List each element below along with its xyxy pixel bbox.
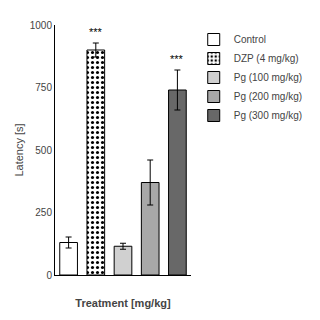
svg-text:1000: 1000 xyxy=(30,20,53,31)
svg-text:Pg (200 mg/kg): Pg (200 mg/kg) xyxy=(234,91,302,102)
svg-text:Latency [s]: Latency [s] xyxy=(13,123,25,176)
svg-text:Treatment [mg/kg]: Treatment [mg/kg] xyxy=(75,297,171,309)
svg-text:250: 250 xyxy=(35,207,52,218)
svg-text:Control: Control xyxy=(234,34,266,45)
svg-text:***: *** xyxy=(89,26,103,38)
svg-text:0: 0 xyxy=(46,270,52,281)
svg-text:750: 750 xyxy=(35,82,52,93)
svg-text:DZP (4 mg/kg): DZP (4 mg/kg) xyxy=(234,53,299,64)
svg-text:***: *** xyxy=(170,53,184,65)
svg-text:Pg (100 mg/kg): Pg (100 mg/kg) xyxy=(234,72,302,83)
svg-text:500: 500 xyxy=(35,145,52,156)
svg-text:Pg (300 mg/kg): Pg (300 mg/kg) xyxy=(234,110,302,121)
